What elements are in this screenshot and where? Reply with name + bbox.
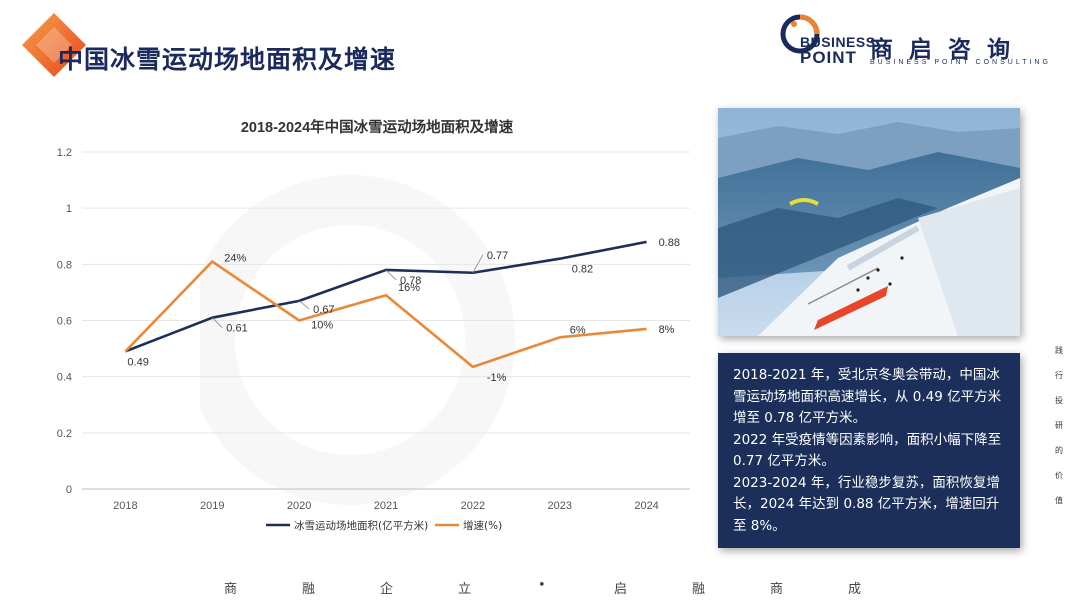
bottom-slogan-char: 企 [380,582,394,597]
y-tick-label: 0.8 [57,259,72,271]
data-label-area: 0.82 [572,264,593,276]
chart-title: 2018-2024年中国冰雪运动场地面积及增速 [241,118,514,136]
legend-label-growth: 增速(%) [463,519,502,532]
chart-series [124,240,647,369]
data-label-leader [472,254,484,273]
data-label-area: 0.78 [400,275,421,287]
data-label-area: 0.49 [127,356,148,368]
data-label-growth: 10% [311,320,333,332]
data-label-leader [385,269,397,281]
side-slogan: 践 行 投 研 的 价 值 [1052,338,1066,513]
y-tick-label: 1 [66,203,72,215]
bottom-slogan-char: 融 [692,582,706,597]
summary-paragraph-2: 2022 年受疫情等因素影响，面积小幅下降至 0.77 亿平方米。 [733,431,1002,470]
x-tick-label: 2023 [547,500,571,512]
y-tick-label: 0.2 [57,428,72,440]
logo-chinese-name: 商启咨询 [870,37,1026,63]
logo-point-text: POINT [800,48,857,67]
data-label-growth: 8% [659,324,675,336]
side-slogan-char: 价 [1055,471,1063,480]
summary-paragraph-3: 2023-2024 年，行业稳步复苏，面积恢复增长，2024 年达到 0.88 … [733,474,1000,534]
bottom-slogan-char: • [538,578,546,593]
ski-slope-photo [718,108,1020,336]
x-tick-label: 2024 [634,500,658,512]
data-label-leader [212,317,223,328]
data-label-area: 0.61 [226,323,247,335]
summary-paragraph-1: 2018-2021 年，受北京冬奥会带动，中国冰雪运动场地面积高速增长，从 0.… [733,367,1002,426]
data-label-growth: 6% [570,324,586,336]
data-label-growth: 16% [398,282,420,294]
y-tick-label: 0 [66,484,72,496]
summary-box: 2018-2021 年，受北京冬奥会带动，中国冰雪运动场地面积高速增长，从 0.… [718,353,1020,548]
bottom-slogan-char: 融 [302,582,316,597]
data-label-growth: 24% [224,253,246,265]
chart-canvas: 2018-2024年中国冰雪运动场地面积及增速 0 0.2 0.4 0.6 0.8 1 1.… [57,118,690,532]
x-tick-label: 2022 [461,500,485,512]
page-title: 中国冰雪运动场地面积及增速 [58,45,397,74]
logo-business-text: BUSINESS [800,34,876,50]
corner-decoration [22,13,86,77]
logo-english-name: BUSINESS POINT CONSULTING [870,59,1051,66]
bottom-slogan-char: 商 [224,582,238,597]
data-labels: 0.49 0.61 0.67 0.78 0.77 0.82 0.88 24% 10% 16% -1%… [127,237,680,384]
brand-logo: BUSINESS POINT 商启咨询 BUSINESS POINT CONSU… [778,14,1068,74]
data-label-area: 0.77 [487,250,508,262]
series-line-growth [124,260,647,369]
data-label-area: 0.88 [659,237,680,249]
x-tick-label: 2020 [287,500,311,512]
line-chart: 2018-2024年中国冰雪运动场地面积及增速 0 0.2 0.4 0.6 0.8 1 1.… [40,108,700,548]
y-tick-label: 1.2 [57,147,72,159]
data-label-area: 0.67 [313,304,334,316]
bottom-slogan-char: 成 [848,582,862,597]
y-tick-label: 0.6 [57,316,72,328]
logo-circle-icon [780,14,820,54]
side-slogan-char: 投 [1055,396,1063,405]
x-tick-label: 2019 [200,500,224,512]
side-slogan-char: 践 [1055,346,1063,355]
side-slogan-char: 行 [1055,371,1063,380]
bottom-slogan-char: 商 [770,582,784,597]
legend-label-area: 冰雪运动场地面积(亿平方米) [294,519,428,532]
y-tick-label: 0.4 [57,372,72,384]
data-label-growth: -1% [487,372,507,384]
bottom-slogan: 商 融 企 立 • 启 融 商 成 [0,578,1080,598]
bottom-slogan-char: 立 [458,582,472,597]
x-tick-label: 2021 [374,500,398,512]
side-slogan-char: 的 [1055,446,1063,455]
y-axis-ticks: 0 0.2 0.4 0.6 0.8 1 1.2 [57,147,72,496]
x-axis-ticks: 2018 2019 2020 2021 2022 2023 2024 [113,500,659,512]
chart-grid [82,151,690,490]
side-slogan-char: 值 [1055,496,1063,505]
x-tick-label: 2018 [113,500,137,512]
side-slogan-char: 研 [1055,421,1063,430]
data-label-leader [298,300,310,310]
chart-legend: 冰雪运动场地面积(亿平方米) 增速(%) [266,519,502,532]
bottom-slogan-char: 启 [614,582,628,597]
